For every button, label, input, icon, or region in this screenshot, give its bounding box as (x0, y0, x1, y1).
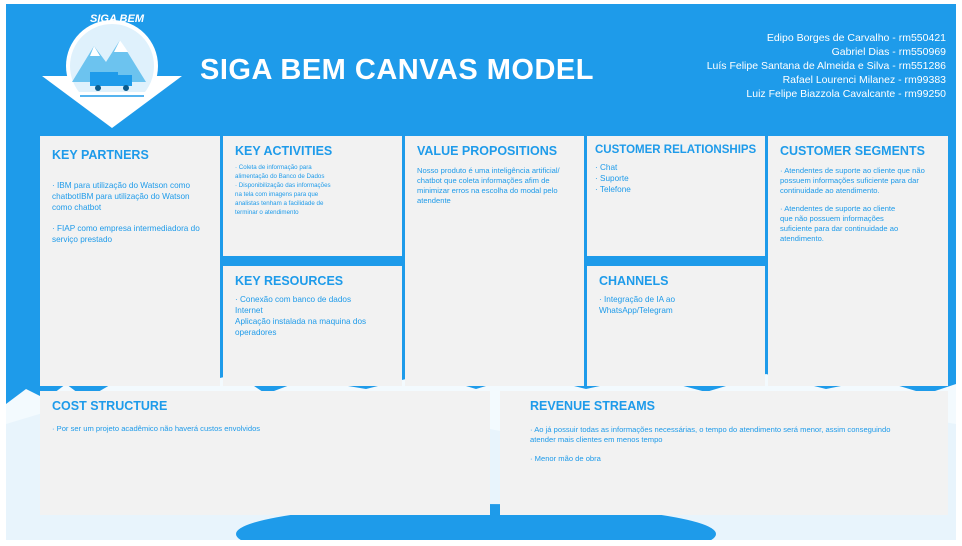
key-partners-block: KEY PARTNERS · IBM para utilização do Wa… (40, 136, 220, 386)
customer-relationships-title: CUSTOMER RELATIONSHIPS (595, 144, 757, 156)
revenue-streams-title: REVENUE STREAMS (530, 399, 656, 413)
team-member: Luís Felipe Santana de Almeida e Silva -… (706, 60, 946, 72)
customer-segments-item: · Atendentes de suporte ao cliente que n… (780, 204, 899, 243)
logo-text: SIGA BEM (90, 13, 144, 25)
siga-bem-logo: SIGA BEM (42, 10, 182, 134)
customer-segments-item: · Atendentes de suporte ao cliente que n… (780, 166, 925, 195)
canvas-board: SIGA BEM SIGA BEM CANVAS MODEL Edipo Bor… (6, 4, 956, 540)
revenue-streams-item: · Ao já possuir todas as informações nec… (530, 425, 891, 444)
key-activities-item: · Coleta de informação para alimentação … (235, 164, 325, 180)
cost-structure-item: · Por ser um projeto acadêmico não haver… (52, 424, 261, 433)
logo-emblem-icon (42, 20, 182, 128)
value-propositions-item: Nosso produto é uma inteligência artific… (417, 166, 560, 205)
key-activities-title: KEY ACTIVITIES (235, 144, 333, 158)
customer-relationships-block: CUSTOMER RELATIONSHIPS · Chat · Suporte … (587, 136, 765, 256)
team-member: Luiz Felipe Biazzola Cavalcante - rm9925… (746, 88, 946, 100)
team-member: Edipo Borges de Carvalho - rm550421 (766, 32, 946, 44)
team-list: Edipo Borges de Carvalho - rm550421 Gabr… (707, 31, 946, 101)
key-partners-item: · FIAP como empresa intermediadora do se… (52, 224, 200, 244)
key-partners-title: KEY PARTNERS (52, 148, 149, 162)
channels-title: CHANNELS (599, 274, 669, 288)
customer-relationships-item: · Telefone (595, 185, 631, 194)
customer-segments-block: CUSTOMER SEGMENTS · Atendentes de suport… (768, 136, 948, 386)
revenue-streams-block: REVENUE STREAMS · Ao já possuir todas as… (500, 391, 948, 515)
key-partners-item: · IBM para utilização do Watson como cha… (52, 181, 191, 212)
team-member: Gabriel Dias - rm550969 (831, 46, 946, 58)
page-title: SIGA BEM CANVAS MODEL (200, 54, 594, 86)
customer-relationships-item: · Suporte (595, 174, 629, 183)
value-propositions-title: VALUE PROPOSITIONS (417, 144, 558, 158)
key-resources-title: KEY RESOURCES (235, 274, 344, 288)
key-resources-item: · Conexão com banco de dados Internet (235, 295, 352, 315)
cost-structure-block: COST STRUCTURE · Por ser um projeto acad… (40, 391, 490, 515)
team-member: Rafael Lourenci Milanez - rm99383 (782, 74, 946, 86)
customer-relationships-item: · Chat (595, 163, 618, 172)
key-resources-block: KEY RESOURCES · Conexão com banco de dad… (223, 266, 402, 386)
key-activities-block: KEY ACTIVITIES · Coleta de informação pa… (223, 136, 402, 256)
value-propositions-block: VALUE PROPOSITIONS Nosso produto é uma i… (405, 136, 584, 386)
customer-segments-title: CUSTOMER SEGMENTS (780, 144, 925, 158)
revenue-streams-item: · Menor mão de obra (530, 454, 601, 463)
cost-structure-title: COST STRUCTURE (52, 399, 168, 413)
key-resources-item: Aplicação instalada na maquina dos opera… (235, 317, 367, 337)
channels-item: · Integração de IA ao WhatsApp/Telegram (599, 295, 676, 315)
channels-block: CHANNELS · Integração de IA ao WhatsApp/… (587, 266, 765, 386)
key-activities-item: · Disponibilização das informações na te… (235, 182, 331, 216)
